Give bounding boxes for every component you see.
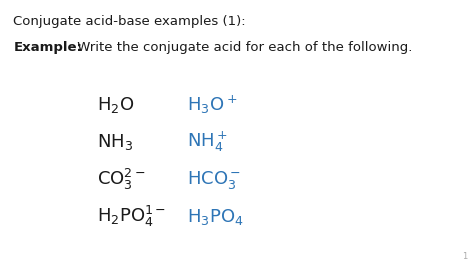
Text: 1: 1 <box>462 252 467 261</box>
Text: $\mathregular{H_3PO_4}$: $\mathregular{H_3PO_4}$ <box>187 207 244 227</box>
Text: $\mathregular{CO_3^{2-}}$: $\mathregular{CO_3^{2-}}$ <box>97 167 146 192</box>
Text: $\mathregular{NH_3}$: $\mathregular{NH_3}$ <box>97 132 133 152</box>
Text: $\mathregular{H_2PO_4^{1-}}$: $\mathregular{H_2PO_4^{1-}}$ <box>97 204 166 229</box>
Text: $\mathregular{HCO_3^-}$: $\mathregular{HCO_3^-}$ <box>187 169 241 190</box>
Text: Write the conjugate acid for each of the following.: Write the conjugate acid for each of the… <box>73 41 413 54</box>
Text: $\mathregular{H_3O^+}$: $\mathregular{H_3O^+}$ <box>187 94 237 116</box>
Text: Conjugate acid-base examples (1):: Conjugate acid-base examples (1): <box>13 15 246 28</box>
Text: $\mathregular{NH_4^+}$: $\mathregular{NH_4^+}$ <box>187 130 228 155</box>
Text: $\mathregular{H_2O}$: $\mathregular{H_2O}$ <box>97 95 135 115</box>
Text: Example:: Example: <box>13 41 82 54</box>
